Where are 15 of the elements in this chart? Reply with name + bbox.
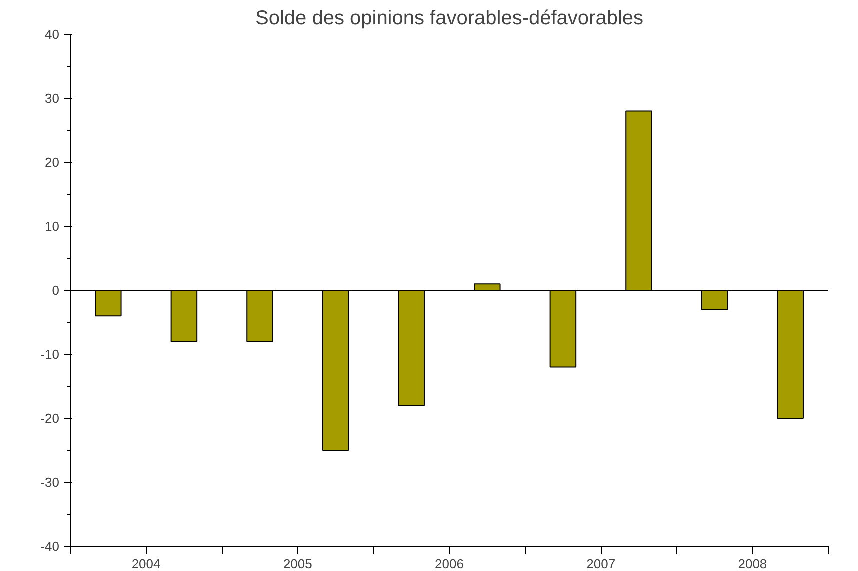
y-tick-label: -30: [40, 475, 60, 490]
x-tick-label: 2004: [132, 556, 161, 571]
y-tick-label: 20: [45, 155, 60, 170]
y-tick-label: 10: [45, 219, 60, 234]
x-tick-label: 2005: [283, 556, 312, 571]
x-tick-label: 2008: [738, 556, 768, 571]
y-tick-label: 0: [52, 283, 60, 298]
chart-title: Solde des opinions favorables-défavorables: [255, 8, 644, 30]
x-tick-label: 2006: [435, 556, 464, 571]
y-tick-label: 30: [45, 91, 60, 106]
y-tick-label: -20: [40, 411, 60, 426]
y-tick-label: 40: [45, 27, 60, 42]
y-tick-label: -10: [40, 347, 60, 362]
y-tick-label: -40: [40, 539, 60, 554]
x-tick-label: 2007: [586, 556, 616, 571]
